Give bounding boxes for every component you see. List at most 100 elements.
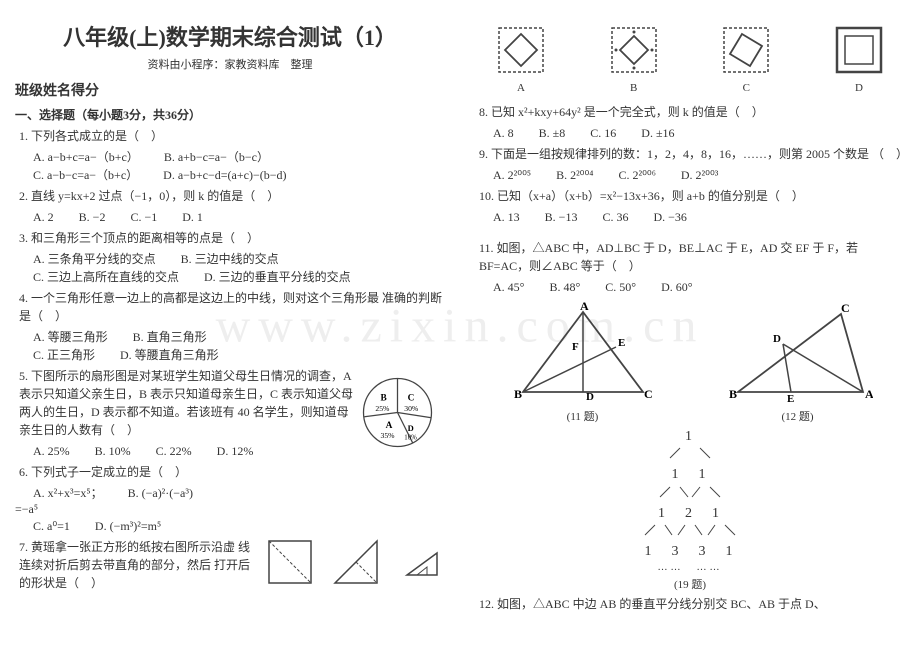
q9-stem: 9. 下面是一组按规律排列的数：1，2，4，8，16，……，则第 2005 个数… bbox=[479, 145, 905, 163]
q3-stem: 3. 和三角形三个顶点的距离相等的点是（ ） bbox=[19, 229, 445, 247]
right-column: A B C D 8. 已知 x²+kxy+64y² 是一个完全式，则 k 的值是… bbox=[460, 0, 920, 651]
pascal-caption: (19 题) bbox=[475, 576, 905, 592]
q12-stem: 12. 如图，△ABC 中边 AB 的垂直平分线分别交 BC、AB 于点 D、 bbox=[479, 595, 905, 613]
q4-opts-row1: A. 等腰三角形 B. 直角三角形 bbox=[33, 328, 445, 346]
q10-B: B. −13 bbox=[545, 210, 578, 224]
q3-B: B. 三边中线的交点 bbox=[181, 252, 279, 266]
q8-B: B. ±8 bbox=[539, 126, 566, 140]
fig-A-label: A bbox=[495, 82, 547, 94]
q2-A: A. 2 bbox=[33, 210, 54, 224]
q6-D: D. (−m³)²=m⁵ bbox=[95, 519, 161, 533]
svg-text:E: E bbox=[618, 337, 625, 349]
svg-text:A: A bbox=[386, 421, 393, 431]
q2-D: D. 1 bbox=[182, 210, 203, 224]
tri-11: A B C D E F (11 题) bbox=[508, 302, 658, 424]
pascal-triangle: 1 1 1 1 2 1 1 3 3 1 …… …… bbox=[475, 428, 905, 574]
fold-figures bbox=[257, 539, 445, 585]
q6-opts-row1: A. x²+x³=x⁵； B. (−a)²·(−a³) bbox=[33, 484, 445, 502]
svg-text:30%: 30% bbox=[404, 404, 419, 413]
fold-fig-1 bbox=[267, 539, 313, 585]
q10-C: C. 36 bbox=[602, 210, 628, 224]
svg-text:C: C bbox=[408, 394, 415, 404]
svg-text:B: B bbox=[729, 387, 737, 401]
fig-A: A bbox=[495, 24, 547, 94]
q1-stem: 1. 下列各式成立的是（ ） bbox=[19, 127, 445, 145]
q4-D: D. 等腰直角三角形 bbox=[120, 348, 219, 362]
q3-D: D. 三边的垂直平分线的交点 bbox=[204, 270, 351, 284]
q6-C: C. a⁰=1 bbox=[33, 519, 70, 533]
q9-A: A. 2²⁰⁰⁵ bbox=[493, 168, 531, 182]
fold-fig-2 bbox=[333, 539, 379, 585]
q11-A: A. 45° bbox=[493, 280, 524, 294]
q8-A: A. 8 bbox=[493, 126, 514, 140]
page-title: 八年级(上)数学期末综合测试（1） bbox=[15, 20, 445, 52]
q6-stem: 6. 下列式子一定成立的是（ ） bbox=[19, 463, 445, 481]
q9-C: C. 2²⁰⁰⁶ bbox=[618, 168, 655, 182]
q11-stem: 11. 如图，△ABC 中，AD⊥BC 于 D，BE⊥AC 于 E，AD 交 E… bbox=[479, 239, 905, 275]
svg-text:E: E bbox=[787, 393, 794, 402]
fold-fig-3 bbox=[399, 539, 445, 585]
q5-A: A. 25% bbox=[33, 444, 70, 458]
left-column: 八年级(上)数学期末综合测试（1） 资料由小程序：家教资料库 整理 班级姓名得分… bbox=[0, 0, 460, 651]
q3-C: C. 三边上高所在直线的交点 bbox=[33, 270, 179, 284]
q3-opts-row1: A. 三条角平分线的交点 B. 三边中线的交点 bbox=[33, 250, 445, 268]
q3-A: A. 三条角平分线的交点 bbox=[33, 252, 156, 266]
triangle-figures: A B C D E F (11 题) C B A D E (12 题) bbox=[475, 302, 905, 424]
fig-B-label: B bbox=[608, 82, 660, 94]
svg-text:D: D bbox=[408, 423, 414, 433]
q4-C: C. 正三角形 bbox=[33, 348, 95, 362]
q10-opts: A. 13 B. −13 C. 36 D. −36 bbox=[493, 208, 905, 226]
q8-D: D. ±16 bbox=[641, 126, 674, 140]
q3-opts-row2: C. 三边上高所在直线的交点 D. 三边的垂直平分线的交点 bbox=[33, 268, 445, 286]
q9-opts: A. 2²⁰⁰⁵ B. 2²⁰⁰⁴ C. 2²⁰⁰⁶ D. 2²⁰⁰³ bbox=[493, 166, 905, 184]
q1-D: D. a−b+c−d=(a+c)−(b−d) bbox=[163, 168, 286, 182]
svg-text:B: B bbox=[381, 394, 387, 404]
svg-text:D: D bbox=[773, 333, 781, 345]
pie-chart: B 25% C 30% A 35% D 10% bbox=[355, 364, 445, 460]
svg-text:D: D bbox=[586, 391, 594, 402]
q1-opts-row1: A. a−b+c=a−（b+c） B. a+b−c=a−（b−c） bbox=[33, 148, 445, 166]
q9-D: D. 2²⁰⁰³ bbox=[681, 168, 718, 182]
svg-text:C: C bbox=[841, 302, 850, 315]
fig-C: C bbox=[720, 24, 772, 94]
fig-D-label: D bbox=[833, 82, 885, 94]
q5-C: C. 22% bbox=[156, 444, 192, 458]
class-info: 班级姓名得分 bbox=[15, 80, 445, 100]
tri-12: C B A D E (12 题) bbox=[723, 302, 873, 424]
q2-stem: 2. 直线 y=kx+2 过点（−1，0），则 k 的值是（ ） bbox=[19, 187, 445, 205]
svg-text:A: A bbox=[865, 387, 873, 401]
q10-D: D. −36 bbox=[653, 210, 686, 224]
section1-heading: 一、选择题（每小题3分，共36分） bbox=[15, 106, 445, 123]
q8-C: C. 16 bbox=[590, 126, 616, 140]
q9-B: B. 2²⁰⁰⁴ bbox=[556, 168, 593, 182]
q1-opts-row2: C. a−b−c=a−（b+c） D. a−b+c−d=(a+c)−(b−d) bbox=[33, 166, 445, 184]
q11-opts: A. 45° B. 48° C. 50° D. 60° bbox=[493, 278, 905, 296]
q8-opts: A. 8 B. ±8 C. 16 D. ±16 bbox=[493, 124, 905, 142]
q4-B: B. 直角三角形 bbox=[133, 330, 207, 344]
q11-B: B. 48° bbox=[549, 280, 580, 294]
fig-B: B bbox=[608, 24, 660, 94]
q11-D: D. 60° bbox=[661, 280, 692, 294]
svg-text:10%: 10% bbox=[404, 435, 417, 442]
answer-figs: A B C D bbox=[475, 20, 905, 100]
q4-opts-row2: C. 正三角形 D. 等腰直角三角形 bbox=[33, 346, 445, 364]
q6-eq: =−a⁵ bbox=[15, 502, 445, 517]
q2-opts: A. 2 B. −2 C. −1 D. 1 bbox=[33, 208, 445, 226]
q10-stem: 10. 已知（x+a）（x+b）=x²−13x+36，则 a+b 的值分别是（ … bbox=[479, 187, 905, 205]
q5-wrap: 5. 下图所示的扇形图是对某班学生知道父母生日情况的调查，A 表示只知道父亲生日… bbox=[15, 364, 445, 460]
q1-B: B. a+b−c=a−（b−c） bbox=[164, 150, 269, 164]
q7-wrap: 7. 黄瑶拿一张正方形的纸按右图所示沿虚 线连续对折后剪去带直角的部分，然后 打… bbox=[15, 535, 445, 595]
tri-12-caption: (12 题) bbox=[723, 408, 873, 424]
q1-A: A. a−b+c=a−（b+c） bbox=[33, 150, 139, 164]
q2-C: C. −1 bbox=[130, 210, 157, 224]
q4-stem: 4. 一个三角形任意一边上的高都是这边上的中线，则对这个三角形最 准确的判断是（… bbox=[19, 289, 445, 325]
svg-text:25%: 25% bbox=[375, 404, 390, 413]
q8-stem: 8. 已知 x²+kxy+64y² 是一个完全式，则 k 的值是（ ） bbox=[479, 103, 905, 121]
fig-D: D bbox=[833, 24, 885, 94]
q5-opts: A. 25% B. 10% C. 22% D. 12% bbox=[33, 442, 355, 460]
svg-text:35%: 35% bbox=[381, 431, 396, 440]
tri-11-caption: (11 题) bbox=[508, 408, 658, 424]
q10-A: A. 13 bbox=[493, 210, 520, 224]
q6-A: A. x²+x³=x⁵； bbox=[33, 486, 103, 500]
svg-text:C: C bbox=[644, 387, 653, 401]
